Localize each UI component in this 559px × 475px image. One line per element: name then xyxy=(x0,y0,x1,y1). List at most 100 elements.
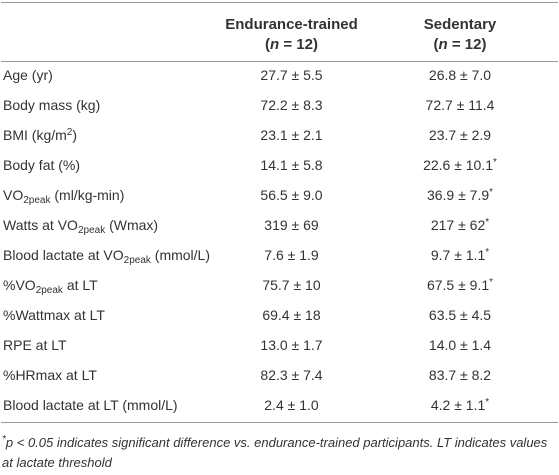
text-part: VO xyxy=(3,187,24,203)
text-part: 36.9 ± 7.9 xyxy=(426,187,490,203)
table-cell: 69.4 ± 18 xyxy=(221,302,362,332)
table-cell: 14.0 ± 1.4 xyxy=(362,332,558,362)
text-part: at LT xyxy=(62,277,98,293)
table-row: Watts at VO2peak (Wmax) 319 ± 69 217 ± 62* xyxy=(1,212,558,242)
text-part: 72.7 ± 11.4 xyxy=(425,97,495,113)
row-label: %HRmax at LT xyxy=(1,362,221,392)
table-cell: 2.4 ± 1.0 xyxy=(221,392,362,423)
text-part: (ml/kg-min) xyxy=(50,187,125,203)
text-part: %HRmax at LT xyxy=(3,367,97,383)
text-part: 72.2 ± 8.3 xyxy=(260,97,323,113)
text-part: 82.3 ± 7.4 xyxy=(260,367,323,383)
text-part: 26.8 ± 7.0 xyxy=(428,67,492,83)
text-part: Body fat (%) xyxy=(3,157,81,173)
column-header: Endurance-trained (n = 12) xyxy=(221,2,362,62)
text-part: 9.7 ± 1.1 xyxy=(430,247,486,263)
table-cell: 23.7 ± 2.9 xyxy=(362,122,558,152)
table-cell: 27.7 ± 5.5 xyxy=(221,62,362,93)
text-part: Age (yr) xyxy=(3,67,53,83)
text-part: 2peak xyxy=(23,195,51,206)
footnote: *p < 0.05 indicates significant differen… xyxy=(0,423,559,473)
table-cell: 9.7 ± 1.1* xyxy=(362,242,558,272)
text-part: * xyxy=(485,397,490,408)
text-part: 2peak xyxy=(77,225,106,236)
column-header: Sedentary (n = 12) xyxy=(362,2,558,62)
text-part: * xyxy=(489,277,494,288)
text-part: 7.6 ± 1.9 xyxy=(264,247,319,263)
row-label: %Wattmax at LT xyxy=(1,302,221,332)
table-row: BMI (kg/m2) 23.1 ± 2.1 23.7 ± 2.9 xyxy=(1,122,558,152)
column-title: Endurance-trained xyxy=(225,16,358,33)
table-cell: 22.6 ± 10.1* xyxy=(362,152,558,182)
table-cell: 63.5 ± 4.5 xyxy=(362,302,558,332)
text-part: 23.1 ± 2.1 xyxy=(260,127,323,143)
text-part: = 12) xyxy=(447,36,487,53)
text-part: 67.5 ± 9.1 xyxy=(426,277,490,293)
table-row: %Wattmax at LT 69.4 ± 18 63.5 ± 4.5 xyxy=(1,302,558,332)
text-part: 2peak xyxy=(123,255,151,266)
table-row: Blood lactate at LT (mmol/L) 2.4 ± 1.0 4.2… xyxy=(1,392,558,423)
row-label: Body fat (%) xyxy=(1,152,221,182)
row-label: VO2peak (ml/kg-min) xyxy=(1,182,221,212)
text-part: Blood lactate at VO xyxy=(3,247,124,263)
table-row: Body mass (kg) 72.2 ± 8.3 72.7 ± 11.4 xyxy=(1,92,558,122)
text-part: %VO xyxy=(3,277,36,293)
header-row: Endurance-trained (n = 12) Sedentary (n = 1… xyxy=(1,2,558,62)
table-cell: 13.0 ± 1.7 xyxy=(221,332,362,362)
text-part: 75.7 ± 10 xyxy=(262,277,321,293)
row-label: RPE at LT xyxy=(1,332,221,362)
text-part: * xyxy=(489,187,494,198)
row-label: BMI (kg/m2) xyxy=(1,122,221,152)
text-part: Watts at VO xyxy=(3,217,78,233)
text-part: (mmol/L) xyxy=(150,247,211,263)
table-cell: 7.6 ± 1.9 xyxy=(221,242,362,272)
text-part: 27.7 ± 5.5 xyxy=(260,67,323,83)
text-part: * xyxy=(485,217,490,228)
row-label: Blood lactate at LT (mmol/L) xyxy=(1,392,221,423)
text-part: 22.6 ± 10.1 xyxy=(423,157,494,173)
table-cell: 72.7 ± 11.4 xyxy=(362,92,558,122)
text-part: 83.7 ± 8.2 xyxy=(428,367,492,383)
row-label: Watts at VO2peak (Wmax) xyxy=(1,212,221,242)
table-cell: 23.1 ± 2.1 xyxy=(221,122,362,152)
table-cell: 319 ± 69 xyxy=(221,212,362,242)
text-part: 4.2 ± 1.1 xyxy=(430,397,486,413)
table-cell: 82.3 ± 7.4 xyxy=(221,362,362,392)
text-part: 2peak xyxy=(35,285,63,296)
table-cell: 4.2 ± 1.1* xyxy=(362,392,558,423)
text-part: 319 ± 69 xyxy=(264,217,319,233)
text-part: Blood lactate at LT (mmol/L) xyxy=(3,397,178,413)
text-part: n xyxy=(438,36,448,53)
table-row: Blood lactate at VO2peak (mmol/L) 7.6 ± 1… xyxy=(1,242,558,272)
table-cell: 26.8 ± 7.0 xyxy=(362,62,558,93)
text-part: 217 ± 62 xyxy=(430,217,486,233)
table-body: Age (yr) 27.7 ± 5.5 26.8 ± 7.0 Body mass (k… xyxy=(1,62,558,423)
text-part: ) xyxy=(72,127,78,143)
table-cell: 67.5 ± 9.1* xyxy=(362,272,558,302)
row-label: Blood lactate at VO2peak (mmol/L) xyxy=(1,242,221,272)
table-row: VO2peak (ml/kg-min) 56.5 ± 9.0 36.9 ± 7.9* xyxy=(1,182,558,212)
text-part: 2.4 ± 1.0 xyxy=(264,397,319,413)
table-cell: 56.5 ± 9.0 xyxy=(221,182,362,212)
table-cell: 36.9 ± 7.9* xyxy=(362,182,558,212)
text-part: ( xyxy=(265,36,271,53)
table-cell: 75.7 ± 10 xyxy=(221,272,362,302)
table-row: Body fat (%) 14.1 ± 5.8 22.6 ± 10.1* xyxy=(1,152,558,182)
table-cell: 217 ± 62* xyxy=(362,212,558,242)
text-part: 23.7 ± 2.9 xyxy=(428,127,492,143)
table-row: %VO2peak at LT 75.7 ± 10 67.5 ± 9.1* xyxy=(1,272,558,302)
text-part: * xyxy=(493,157,497,168)
table-row: RPE at LT 13.0 ± 1.7 14.0 ± 1.4 xyxy=(1,332,558,362)
text-part: ( xyxy=(433,36,439,53)
text-part: Body mass (kg) xyxy=(3,97,101,113)
table-row: %HRmax at LT 82.3 ± 7.4 83.7 ± 8.2 xyxy=(1,362,558,392)
text-part: BMI (kg/m xyxy=(3,127,67,143)
text-part: p < 0.05 indicates significant differenc… xyxy=(2,435,548,470)
table-cell: 14.1 ± 5.8 xyxy=(221,152,362,182)
text-part: = 12) xyxy=(279,36,318,53)
row-label: Body mass (kg) xyxy=(1,92,221,122)
text-part: 13.0 ± 1.7 xyxy=(260,337,323,353)
column-title: Sedentary xyxy=(423,16,497,33)
text-part: 63.5 ± 4.5 xyxy=(428,307,492,323)
